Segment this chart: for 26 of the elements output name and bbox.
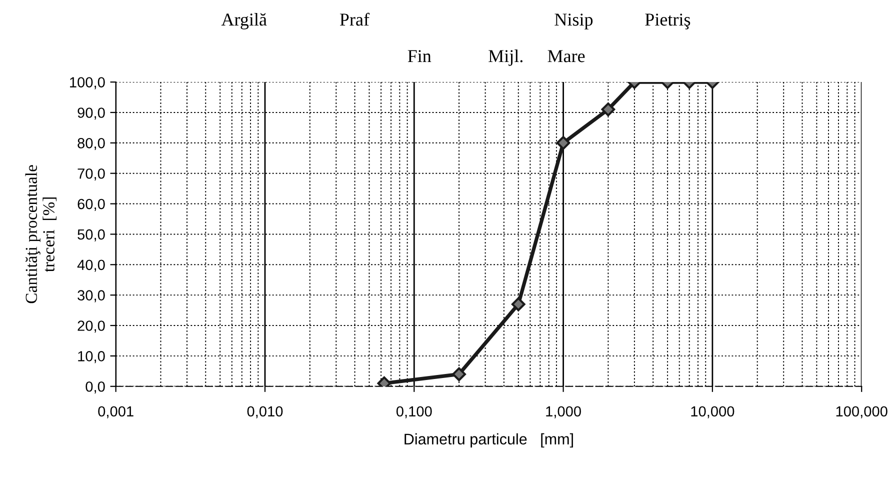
- text: Mare: [548, 50, 585, 62]
- x-tick-label: 1,000: [546, 406, 581, 418]
- text: Mijl.: [488, 50, 522, 66]
- y-tick-label: 80,0: [78, 138, 105, 150]
- y-tick-label: 100,0: [70, 77, 105, 90]
- x-tick-label: 10,000: [691, 406, 734, 418]
- y-tick-label: 90,0: [78, 108, 105, 120]
- y-tick-label: 30,0: [78, 290, 105, 302]
- x-tick-label: 100,000: [836, 406, 888, 418]
- y-tick-label: 10,0: [78, 351, 105, 364]
- y-tick-label: 40,0: [77, 260, 105, 272]
- text: Argilă: [221, 12, 267, 30]
- text: Nisip: [554, 14, 593, 30]
- y-tick-label: 0,0: [86, 381, 105, 394]
- y-tick-label: 70,0: [78, 168, 105, 180]
- text: Fin: [408, 50, 432, 62]
- x-axis-title: Diametru particule [mm]: [404, 433, 573, 448]
- y-tick-label: 60,0: [78, 198, 105, 211]
- x-tick-label: 0,100: [396, 406, 432, 418]
- x-tick-label: 0,010: [247, 406, 283, 418]
- y-tick-label: 20,0: [78, 320, 105, 333]
- x-tick-label: 0,001: [98, 406, 134, 418]
- text: Pietriş: [645, 14, 690, 30]
- text: Praf: [340, 12, 370, 26]
- y-axis-title: Cantităţi procentuale treceri [%]: [25, 165, 56, 304]
- y-tick-label: 50,0: [78, 229, 105, 242]
